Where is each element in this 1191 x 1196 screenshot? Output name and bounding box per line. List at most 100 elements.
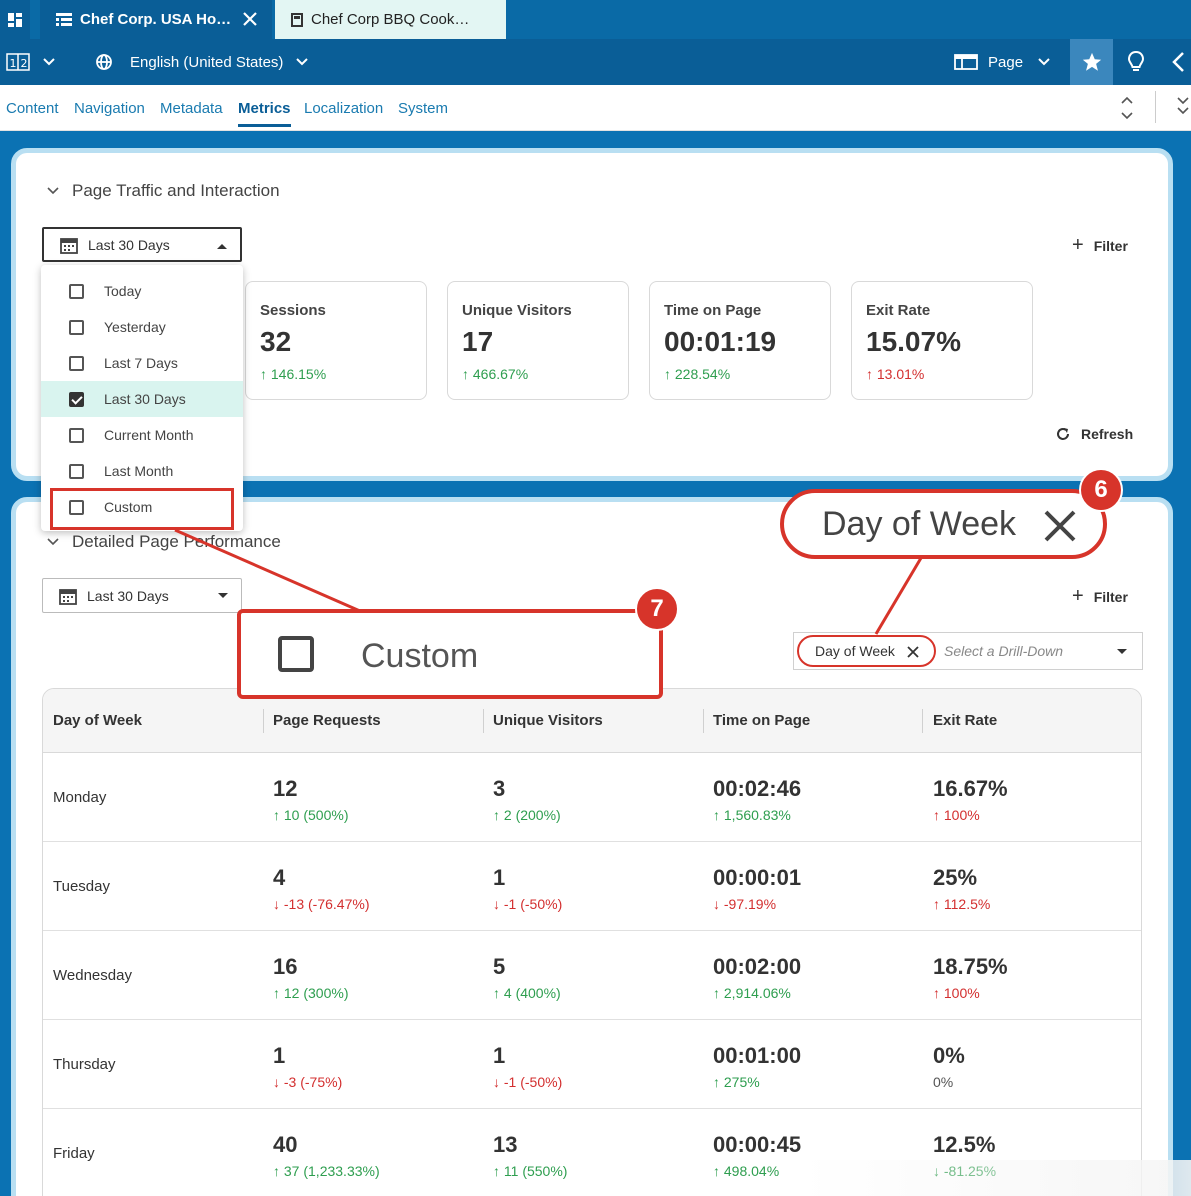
collapse-all-icon[interactable] [1175, 95, 1191, 121]
callout-text: Custom [361, 637, 479, 675]
zoomed-custom-option-callout: Custom [237, 609, 663, 699]
metric-value: 17 [462, 326, 494, 357]
tab-metadata[interactable]: Metadata [160, 100, 223, 117]
metric-label: Exit Rate [866, 302, 931, 319]
table-row: Monday 12 ↑ 10 (500%) 3 ↑ 2 (200%) 00:02:46 ↑ … [43, 753, 1141, 842]
cell-value: 0% [933, 1043, 965, 1068]
performance-date-range-select[interactable]: Last 30 Days [42, 578, 242, 613]
globe-icon [96, 54, 112, 70]
option-label: Custom [104, 499, 153, 515]
svg-text:2: 2 [21, 57, 28, 70]
cell-value: 00:02:00 [713, 954, 802, 979]
refresh-button[interactable]: Refresh [1055, 426, 1133, 442]
metric-value: 15.07% [866, 326, 961, 357]
cell-value: 1 [493, 865, 506, 890]
dropdown-option-custom[interactable]: Custom [41, 489, 243, 525]
cell-change: ↑ 37 (1,233.33%) [273, 1163, 380, 1179]
column-divider [483, 709, 484, 733]
cell-change: ↓ -97.19% [713, 896, 777, 912]
metric-value: 32 [260, 326, 292, 357]
chevron-down-icon [1038, 58, 1050, 66]
tips-button[interactable] [1126, 39, 1146, 85]
editor-section-tabs: Content Navigation Metadata Metrics Loca… [0, 85, 1191, 131]
close-icon[interactable] [906, 645, 920, 659]
table-row: Thursday 1 ↓ -3 (-75%) 1 ↓ -1 (-50%) 00:01:00… [43, 1020, 1141, 1109]
metric-label: Sessions [260, 302, 326, 319]
dropdown-option-current-month[interactable]: Current Month [41, 417, 243, 453]
cell-value: 16 [273, 954, 298, 979]
cell-value: 5 [493, 954, 506, 979]
chevron-down-icon [296, 58, 309, 66]
column-header[interactable]: Day of Week [53, 712, 142, 729]
cell-change: ↑ 100% [933, 985, 980, 1001]
cell-value: 25% [933, 865, 978, 890]
performance-section-header[interactable]: Detailed Page Performance [46, 532, 281, 552]
dropdown-option-today[interactable]: Today [41, 273, 243, 309]
cell-value: 00:02:46 [713, 776, 802, 801]
checkbox-icon [69, 283, 84, 299]
tab-system[interactable]: System [398, 100, 449, 117]
dropdown-option-last-30-days[interactable]: Last 30 Days [41, 381, 243, 417]
language-label: English (United States) [130, 53, 284, 71]
close-icon [1044, 510, 1076, 542]
column-divider [922, 709, 923, 733]
metric-change: ↑ 146.15% [260, 366, 327, 382]
column-header[interactable]: Unique Visitors [493, 712, 603, 729]
tab-localization[interactable]: Localization [304, 100, 384, 117]
cell-value: 13 [493, 1132, 518, 1157]
dashboard-icon[interactable] [0, 0, 30, 39]
metric-change: ↑ 13.01% [866, 366, 925, 382]
date-range-value: Last 30 Days [88, 236, 170, 253]
checkbox-icon [69, 463, 84, 479]
callout-6-connector [874, 557, 923, 635]
tab-navigation[interactable]: Navigation [74, 100, 145, 117]
option-label: Last Month [104, 463, 174, 479]
favorite-button[interactable] [1070, 39, 1113, 85]
traffic-date-range-select[interactable]: Last 30 Days [42, 227, 242, 262]
section-title: Detailed Page Performance [72, 532, 281, 551]
page-view-selector[interactable]: Page [954, 39, 1051, 85]
cell-value: 4 [273, 865, 286, 890]
dropdown-option-last-7-days[interactable]: Last 7 Days [41, 345, 243, 381]
page-layout-icon [954, 54, 978, 70]
traffic-filter-button[interactable]: + Filter [1072, 234, 1128, 257]
step-badge-7: 7 [635, 587, 679, 631]
page-icon [291, 12, 303, 27]
performance-filter-button[interactable]: + Filter [1072, 585, 1128, 608]
refresh-icon [1057, 428, 1069, 440]
dropdown-option-last-month[interactable]: Last Month [41, 453, 243, 489]
checkbox-icon [69, 427, 84, 443]
column-header[interactable]: Time on Page [713, 712, 811, 729]
collapse-panel-button[interactable] [1170, 39, 1186, 85]
refresh-label: Refresh [1081, 426, 1134, 442]
cell-value: 3 [493, 776, 506, 801]
cell-change: ↑ 100% [933, 807, 980, 823]
day-cell: Wednesday [53, 967, 132, 984]
tab-home-page[interactable]: Chef Corp. USA Home... [40, 0, 272, 39]
drill-down-chip[interactable]: Day of Week [797, 635, 936, 667]
plus-icon: + [1072, 585, 1084, 607]
close-icon[interactable] [240, 9, 260, 29]
chevron-down-icon [47, 187, 59, 195]
browser-tab-bar: Chef Corp. USA Home... Chef Corp BBQ Coo… [0, 0, 1191, 39]
column-header[interactable]: Page Requests [273, 712, 381, 729]
custom-option-highlight [50, 488, 234, 530]
expand-collapse-icon[interactable] [1119, 95, 1135, 121]
language-selector[interactable]: English (United States) [95, 39, 309, 85]
option-label: Yesterday [104, 319, 166, 335]
table-row: Tuesday 4 ↓ -13 (-76.47%) 1 ↓ -1 (-50%) 00:00… [43, 842, 1141, 931]
plus-icon: + [1072, 234, 1084, 256]
tab-metrics[interactable]: Metrics [238, 100, 291, 127]
tab-content[interactable]: Content [6, 100, 59, 117]
metric-tile-exit-rate: Exit Rate 15.07% ↑ 13.01% [851, 281, 1033, 400]
metric-tile-sessions: Sessions 32 ↑ 146.15% [245, 281, 427, 400]
dropdown-option-yesterday[interactable]: Yesterday [41, 309, 243, 345]
metric-tile-unique-visitors: Unique Visitors 17 ↑ 466.67% [447, 281, 629, 400]
traffic-section-header[interactable]: Page Traffic and Interaction [46, 181, 280, 201]
column-divider [703, 709, 704, 733]
tab-bbq-page[interactable]: Chef Corp BBQ Cooko... [275, 0, 506, 39]
column-header[interactable]: Exit Rate [933, 712, 998, 729]
cell-value: 18.75% [933, 954, 1008, 979]
